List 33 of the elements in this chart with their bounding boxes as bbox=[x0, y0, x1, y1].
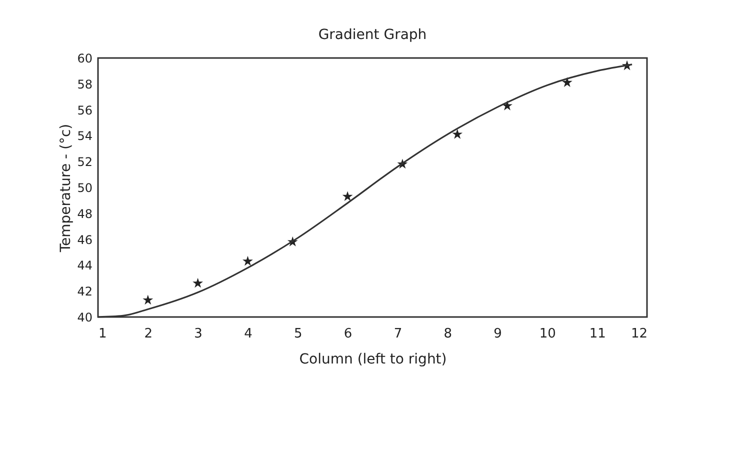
point bbox=[192, 278, 204, 288]
y-axis-title: Temperature - (°c) bbox=[58, 124, 74, 254]
point bbox=[142, 294, 154, 305]
x-tick-label: 2 bbox=[144, 326, 153, 342]
point bbox=[502, 100, 512, 110]
y-tick-label: 50 bbox=[77, 181, 92, 195]
x-axis-title: Column (left to right) bbox=[299, 352, 447, 368]
y-tick-label: 52 bbox=[77, 155, 92, 170]
y-tick-label: 40 bbox=[77, 310, 92, 324]
x-tick-label: 7 bbox=[394, 326, 402, 342]
point bbox=[342, 191, 353, 201]
y-tick-label: 56 bbox=[77, 103, 92, 118]
x-tick-label: 9 bbox=[494, 326, 502, 342]
point bbox=[562, 77, 572, 88]
y-tick-label: 44 bbox=[77, 258, 92, 273]
x-tick-label: 3 bbox=[194, 326, 202, 342]
x-tick-label: 1 bbox=[98, 326, 107, 342]
point bbox=[452, 128, 463, 139]
y-tick-label: 46 bbox=[77, 232, 92, 247]
x-tick-label: 12 bbox=[630, 326, 648, 342]
x-tick-label: 4 bbox=[244, 326, 252, 342]
x-tick-label: 5 bbox=[294, 326, 302, 342]
x-tick-label: 10 bbox=[539, 326, 556, 342]
y-tick-label: 60 bbox=[77, 52, 92, 66]
chart-title: Gradient Graph bbox=[318, 27, 427, 43]
y-tick-label: 58 bbox=[77, 77, 92, 92]
x-tick-label: 11 bbox=[589, 326, 606, 342]
y-tick-label: 48 bbox=[77, 206, 92, 221]
point bbox=[242, 256, 253, 266]
y-tick-label: 42 bbox=[77, 284, 92, 299]
y-tick-label: 54 bbox=[77, 129, 92, 144]
x-tick-label: 8 bbox=[444, 326, 452, 342]
x-tick-label: 6 bbox=[344, 326, 352, 342]
